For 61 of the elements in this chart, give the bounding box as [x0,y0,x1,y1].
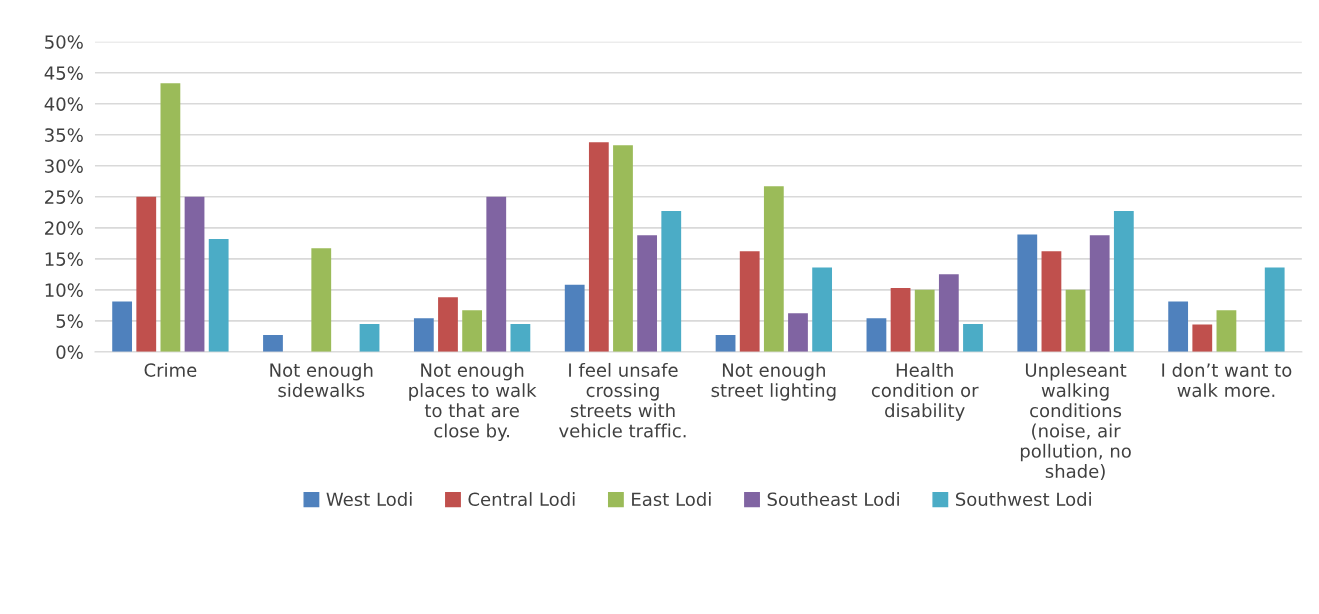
bar [1168,301,1189,352]
y-tick-label: 45% [44,66,83,80]
y-tick-label: 50% [45,35,83,49]
bar [1089,235,1110,352]
x-tick-label: Not enough places to walk to that are close by. [409,362,537,442]
y-tick-label: 15% [45,252,83,266]
bar [1065,289,1086,352]
x-tick-label: Not enough street lighting [711,362,836,401]
bar [637,235,658,352]
bar [1113,211,1134,352]
bar [112,301,133,352]
bar [763,186,784,352]
bar [160,83,181,352]
x-tick-label: Crime [144,362,197,377]
bar [184,196,205,352]
bar [359,323,380,352]
bar [136,196,157,352]
bar [963,323,983,352]
bar [890,287,911,352]
y-tick-label: 35% [45,128,83,142]
bar [588,142,609,352]
bar [1041,251,1062,352]
bar [263,335,283,352]
legend-label: East Lodi [632,492,711,507]
bar [438,297,458,352]
bar [739,251,760,352]
bar [866,318,887,352]
x-tick-label: Not enough sidewalks [270,362,373,398]
bar [1192,324,1213,352]
bar [564,284,585,352]
y-tick-label: 20% [45,221,83,235]
bar [311,248,332,352]
legend-label: West Lodi [326,492,412,507]
bar [462,310,483,352]
bar [938,274,959,352]
bar [208,238,229,352]
bar [715,335,736,352]
x-tick-label: Unpleseant walking conditions (noise, air pollution, no shade) [1020,362,1131,481]
bar [1264,267,1285,352]
y-tick-label: 40% [44,97,83,111]
x-tick-label: Health condition or disability [871,362,979,421]
y-tick-label: 25% [45,190,83,204]
legend-label: Southeast Lodi [767,492,899,507]
bar [413,318,434,352]
x-tick-label: I don’t want to walk more. [1162,362,1292,398]
bar [1017,234,1038,352]
y-tick-label: 5% [56,314,83,328]
bar [1216,310,1237,352]
bar [661,211,682,352]
legend-label: Central Lodi [468,492,575,507]
bar [812,267,833,352]
x-tick-label: I feel unsafe crossing streets with vehicle traffic. [559,362,686,438]
y-tick-label: 30% [45,159,83,173]
bar [914,289,935,352]
y-tick-label: 0% [56,345,83,359]
bar [788,313,808,352]
bar [613,145,633,352]
legend-label: Southwest Lodi [955,492,1091,507]
y-tick-label: 10% [45,283,83,297]
bar [510,323,531,352]
bar [486,196,507,352]
